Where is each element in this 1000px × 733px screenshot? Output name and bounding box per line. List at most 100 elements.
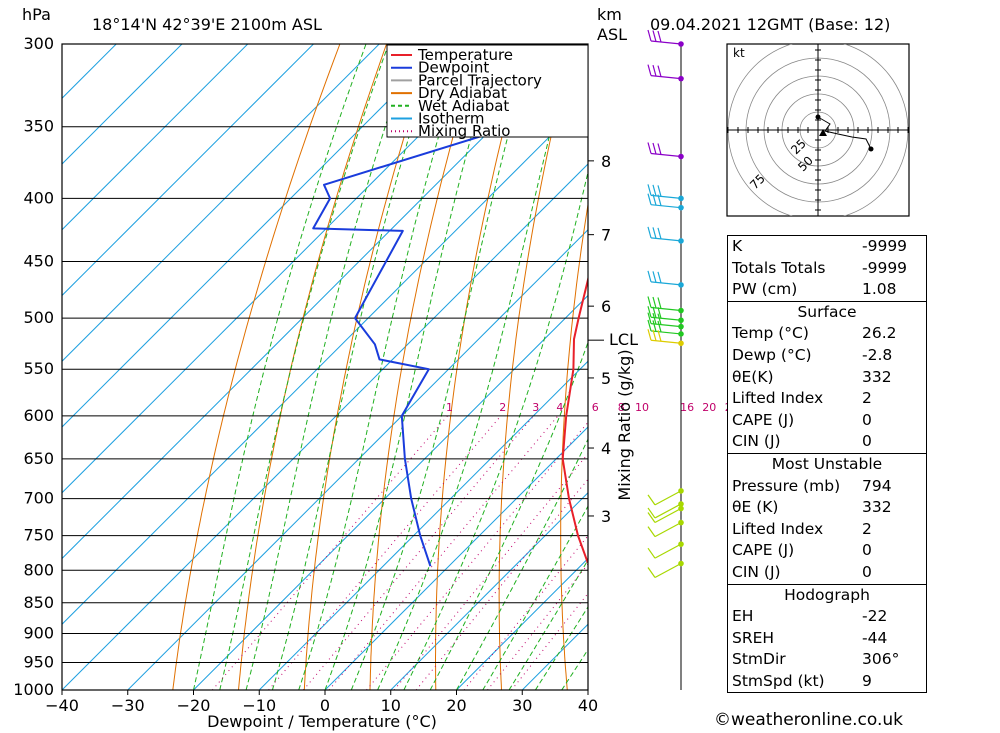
- legend-label: Isotherm: [418, 110, 485, 128]
- wind-barb-flag: [647, 526, 656, 537]
- index-value: -2.8: [862, 345, 893, 364]
- index-value: 26.2: [862, 324, 897, 343]
- index-row: θE (K) 332: [728, 497, 926, 519]
- index-row: CAPE (J) 0: [728, 410, 926, 432]
- x-tick-label: −10: [242, 696, 276, 715]
- wind-barb: [647, 505, 684, 524]
- index-value: 9: [862, 671, 872, 690]
- dewpoint-line: [312, 44, 588, 567]
- wind-barb-flag: [647, 494, 656, 506]
- index-row: Totals Totals -9999: [728, 258, 926, 280]
- wind-profile: [647, 29, 684, 690]
- wind-barb-flag: [657, 143, 662, 155]
- x-tick-label: −30: [111, 696, 145, 715]
- wind-level-dot: [678, 282, 684, 288]
- index-row: Dewp (°C) -2.8: [728, 345, 926, 367]
- isotherm-line: [62, 44, 577, 560]
- dry-adiabat-line: [238, 44, 387, 690]
- index-label: Pressure (mb): [732, 476, 841, 495]
- wind-level-dot: [678, 501, 684, 507]
- x-tick-label: 40: [578, 696, 598, 715]
- legend-label: Dewpoint: [418, 59, 489, 77]
- index-label: StmSpd (kt): [732, 671, 825, 690]
- mixing-ratio-line: [487, 563, 588, 690]
- index-row: K -9999: [728, 236, 926, 258]
- hodograph-trace: [817, 116, 872, 150]
- mixing-ratio-tick-label: 1: [446, 401, 453, 414]
- index-row: CAPE (J) 0: [728, 540, 926, 562]
- index-label: Dewp (°C): [732, 345, 812, 364]
- wind-barb: [647, 29, 684, 47]
- dry-adiabat-line: [678, 44, 713, 690]
- wind-barb-flag: [657, 320, 662, 333]
- dry-adiabat-line: [991, 44, 1000, 690]
- pressure-tick-label: 400: [23, 188, 54, 207]
- x-tick-label: 30: [512, 696, 532, 715]
- index-value: -9999: [862, 258, 908, 277]
- pressure-tick-label: 900: [23, 623, 54, 642]
- wind-level-dot: [678, 153, 684, 160]
- mixing-ratio-tick-label: 6: [592, 401, 599, 414]
- index-value: 0: [862, 562, 872, 581]
- wind-level-dot: [678, 317, 684, 324]
- credit-text: ©weatheronline.co.uk: [714, 710, 904, 730]
- wind-barb-shaft: [654, 503, 682, 519]
- x-tick-label: 0: [320, 696, 330, 715]
- wet-adiabat-line: [245, 44, 413, 690]
- wind-level-dot: [678, 331, 684, 337]
- index-label: Lifted Index: [732, 389, 824, 408]
- wind-barb-flag: [647, 319, 652, 332]
- wind-barb-flag: [657, 30, 662, 43]
- wind-barb-flag: [647, 547, 656, 559]
- isotherm-line: [62, 97, 588, 625]
- pressure-tick-label: 700: [23, 489, 54, 508]
- pressure-tick-label: 600: [23, 406, 54, 425]
- index-label: K: [732, 237, 743, 255]
- index-row: EH -22: [728, 606, 926, 628]
- mixing-ratio-line: [393, 452, 588, 690]
- wind-level-dot: [678, 75, 684, 82]
- mixing-ratio-tick-label: 8: [618, 401, 625, 414]
- index-value: -9999: [862, 237, 908, 255]
- index-row: Pressure (mb) 794: [728, 476, 926, 498]
- mixing-ratio-tick-label: 3: [532, 401, 539, 414]
- plot-frame: [61, 43, 589, 691]
- wind-barb: [647, 270, 684, 288]
- wind-barb: [647, 519, 684, 538]
- x-tick-label: −40: [45, 696, 79, 715]
- hpa-unit-label: hPa: [22, 5, 51, 24]
- legend-label: Dry Adiabat: [418, 84, 507, 102]
- pressure-tick-label: 500: [23, 308, 54, 327]
- pressure-tick-label: 950: [23, 652, 54, 671]
- index-row: Temp (°C) 26.2: [728, 323, 926, 345]
- wind-barb: [647, 184, 684, 202]
- index-label: θE (K): [732, 498, 779, 517]
- index-value: -44: [862, 628, 888, 647]
- wind-barb: [647, 296, 684, 314]
- hodograph-unit-label: kt: [733, 46, 745, 60]
- temperature-line: [561, 275, 588, 564]
- wind-level-dot: [678, 238, 684, 244]
- hodograph-stats-section: Hodograph EH -22 SREH -44 StmDir 306° StmSpd (…: [728, 583, 926, 693]
- wind-barb: [647, 488, 684, 506]
- mixing-ratio-axis-title: Mixing Ratio (g/kg): [615, 349, 634, 500]
- index-row: CIN (J) 0: [728, 431, 926, 453]
- wind-barb-flag: [647, 306, 652, 318]
- wind-barb-shaft: [654, 507, 682, 524]
- indices-panel: K -9999 Totals Totals -9999 PW (cm) 1.08 Surf…: [727, 235, 927, 694]
- index-label: CIN (J): [732, 562, 781, 581]
- legend-label: Parcel Trajectory: [418, 71, 542, 89]
- x-tick-label: 10: [381, 696, 401, 715]
- index-value: 0: [862, 541, 872, 560]
- wind-level-dot: [678, 307, 684, 314]
- legend-label: Temperature: [417, 46, 513, 64]
- wet-adiabat-line: [324, 44, 499, 690]
- isotherm-line: [62, 44, 446, 428]
- wind-barb: [647, 312, 684, 330]
- hodograph-point: [868, 146, 874, 152]
- wind-barb: [647, 541, 684, 559]
- wind-barb-flag: [647, 29, 652, 42]
- wind-barb-flag: [652, 312, 657, 325]
